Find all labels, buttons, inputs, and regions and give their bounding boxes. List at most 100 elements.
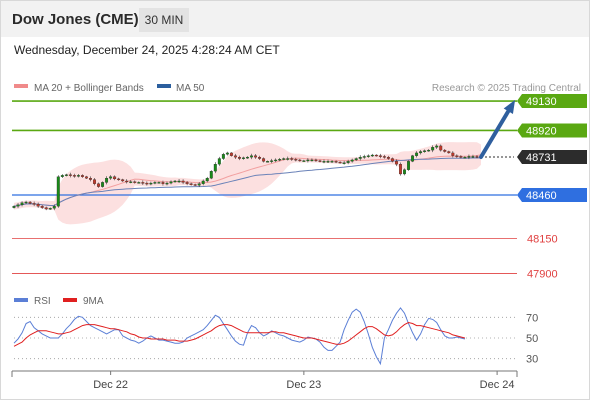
candle	[197, 183, 201, 186]
candle	[274, 159, 278, 162]
candle	[20, 202, 24, 205]
candle	[330, 161, 334, 163]
candle	[229, 152, 233, 156]
candle	[44, 207, 48, 210]
candle	[423, 150, 427, 152]
candle	[435, 145, 439, 148]
bollinger-band	[14, 142, 481, 225]
legend-swatch	[63, 298, 77, 302]
candle	[455, 155, 459, 157]
candle	[439, 145, 443, 151]
candle	[32, 203, 36, 205]
candle	[181, 180, 185, 183]
candle	[101, 182, 105, 187]
candle	[213, 163, 217, 172]
ma50-line	[13, 157, 482, 207]
candle	[97, 183, 100, 187]
candle	[407, 161, 410, 170]
candle	[451, 152, 455, 156]
candle	[209, 171, 213, 179]
candle	[290, 158, 294, 160]
candle	[129, 181, 133, 183]
legend-label: 9MA	[83, 296, 104, 307]
candle	[205, 178, 209, 182]
candle	[467, 156, 471, 158]
candle	[85, 176, 88, 179]
x-tick-label: Dec 22	[93, 379, 128, 391]
price-level-label: 48731	[526, 152, 557, 164]
candle	[459, 156, 463, 158]
price-level-label: 48920	[526, 125, 557, 137]
candle	[64, 174, 68, 176]
candle	[56, 176, 60, 207]
candle	[390, 158, 394, 162]
candle	[350, 159, 354, 162]
legend-swatch	[157, 84, 171, 88]
candle	[141, 182, 145, 184]
candle	[133, 181, 137, 183]
candle	[471, 156, 475, 158]
legend-label: MA 20 + Bollinger Bands	[34, 83, 144, 94]
candle	[411, 155, 415, 162]
x-tick-label: Dec 24	[480, 379, 515, 391]
candle	[374, 154, 378, 157]
candle	[338, 161, 342, 164]
candle	[246, 156, 249, 159]
rsi-tick-label: 70	[526, 312, 538, 324]
candle	[117, 178, 121, 181]
candle	[282, 158, 286, 160]
candle	[105, 178, 109, 183]
price-level-label: 47900	[527, 269, 558, 281]
legend-swatch	[14, 298, 28, 302]
candle	[165, 182, 169, 185]
candle	[342, 162, 346, 164]
price-level-label: 48460	[526, 190, 557, 202]
candle	[72, 175, 76, 177]
candle	[201, 180, 205, 184]
candle	[306, 159, 310, 162]
candle	[76, 175, 80, 177]
candle	[169, 181, 173, 184]
candle	[52, 206, 56, 209]
candle	[318, 160, 322, 162]
x-tick-label: Dec 23	[286, 379, 321, 391]
candle	[399, 163, 402, 175]
candle	[28, 201, 32, 204]
price-level-tag	[517, 188, 587, 203]
candle	[149, 182, 153, 185]
candle	[322, 161, 326, 163]
timeframe-button[interactable]: 30 MIN	[139, 8, 189, 32]
candle	[254, 155, 258, 158]
candle	[12, 206, 16, 208]
header-bar: Dow Jones (CME) 30 MIN	[1, 1, 589, 37]
candle	[145, 182, 149, 185]
price-level-label: 48150	[527, 234, 558, 246]
candle	[366, 155, 370, 157]
candle	[89, 178, 92, 180]
candle	[242, 157, 245, 159]
candle	[419, 151, 423, 154]
candle	[250, 155, 253, 158]
candle	[378, 155, 382, 157]
candle	[294, 159, 298, 161]
candle	[109, 176, 113, 179]
instrument-title: Dow Jones (CME)	[12, 11, 139, 28]
candle	[270, 160, 274, 162]
candle	[185, 182, 189, 184]
candle	[262, 158, 266, 162]
candle	[60, 175, 64, 177]
price-level-tag	[517, 149, 587, 164]
candle	[302, 160, 306, 162]
candle	[447, 151, 451, 154]
candle	[157, 182, 161, 184]
forecast-arrow-head	[503, 99, 516, 114]
candle	[24, 201, 28, 204]
candle	[48, 208, 52, 210]
candle	[173, 180, 177, 183]
candle	[225, 152, 229, 155]
candle	[415, 152, 419, 156]
candle	[286, 158, 290, 160]
price-level-label: 49130	[526, 96, 557, 108]
candle	[237, 156, 241, 159]
candle	[463, 156, 467, 159]
